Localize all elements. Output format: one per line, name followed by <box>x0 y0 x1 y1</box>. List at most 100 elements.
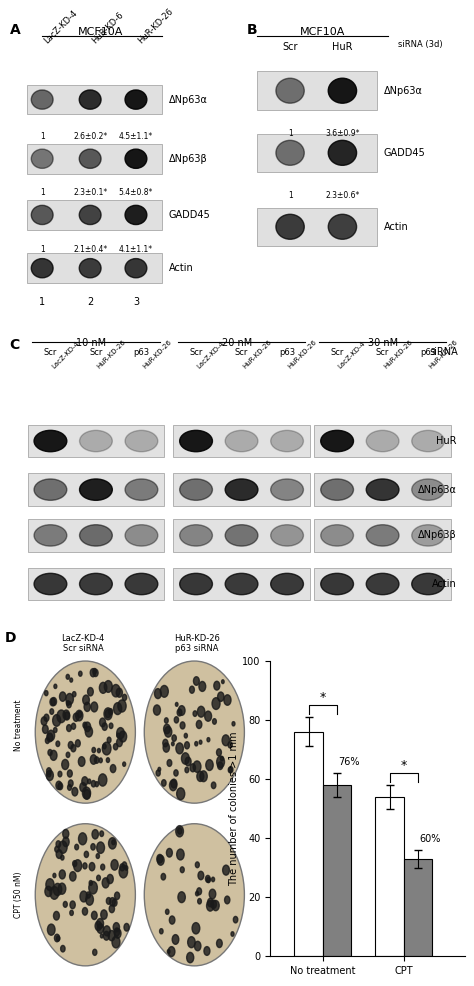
Text: 2: 2 <box>87 297 93 307</box>
Circle shape <box>54 883 62 895</box>
Circle shape <box>168 947 175 956</box>
Text: 10 nM: 10 nM <box>76 338 107 348</box>
Circle shape <box>63 837 69 847</box>
Circle shape <box>171 779 177 788</box>
Circle shape <box>66 752 70 757</box>
Circle shape <box>88 687 93 696</box>
Circle shape <box>109 905 115 913</box>
Text: Actin: Actin <box>432 579 456 589</box>
Circle shape <box>88 779 91 784</box>
Circle shape <box>167 759 172 766</box>
Circle shape <box>50 709 54 714</box>
Circle shape <box>97 924 104 934</box>
Text: 1: 1 <box>288 129 292 138</box>
Circle shape <box>157 855 164 866</box>
Ellipse shape <box>366 479 399 500</box>
Ellipse shape <box>31 205 53 225</box>
Text: GADD45: GADD45 <box>384 148 426 158</box>
Circle shape <box>75 740 80 747</box>
Circle shape <box>83 863 87 869</box>
Circle shape <box>72 788 78 796</box>
Circle shape <box>211 878 215 881</box>
Circle shape <box>86 892 91 898</box>
Ellipse shape <box>276 78 304 104</box>
Circle shape <box>97 876 100 880</box>
Bar <box>27 144 162 174</box>
Circle shape <box>63 901 67 907</box>
Text: 3: 3 <box>133 297 139 307</box>
Text: 76%: 76% <box>338 757 360 767</box>
Circle shape <box>82 907 88 915</box>
Text: 60%: 60% <box>419 834 441 844</box>
Circle shape <box>198 872 204 880</box>
Circle shape <box>100 831 104 836</box>
Ellipse shape <box>125 525 158 546</box>
Circle shape <box>170 780 177 791</box>
Bar <box>257 208 377 246</box>
Circle shape <box>174 770 178 776</box>
Circle shape <box>113 923 119 932</box>
Text: MCF10A: MCF10A <box>78 27 124 37</box>
Text: B: B <box>246 23 257 36</box>
Circle shape <box>164 727 172 738</box>
Text: p63: p63 <box>279 348 295 357</box>
Circle shape <box>100 934 103 938</box>
Circle shape <box>106 897 111 904</box>
Circle shape <box>102 723 107 731</box>
Circle shape <box>82 777 88 786</box>
Ellipse shape <box>31 90 53 109</box>
Circle shape <box>124 924 129 931</box>
Circle shape <box>205 876 210 882</box>
Circle shape <box>92 829 99 839</box>
Text: HuR-KD-26: HuR-KD-26 <box>136 7 175 45</box>
Circle shape <box>82 695 90 705</box>
Bar <box>27 200 162 230</box>
Bar <box>173 473 310 506</box>
Circle shape <box>116 688 122 697</box>
Circle shape <box>178 891 185 902</box>
Circle shape <box>66 674 70 679</box>
Ellipse shape <box>125 479 158 500</box>
Circle shape <box>164 724 170 734</box>
Bar <box>404 859 432 956</box>
Text: ΔNp63β: ΔNp63β <box>418 530 456 540</box>
Circle shape <box>112 840 115 845</box>
Circle shape <box>185 757 191 766</box>
Circle shape <box>68 780 73 787</box>
Text: HuR-KD-26: HuR-KD-26 <box>96 338 127 370</box>
Ellipse shape <box>31 149 53 169</box>
Bar <box>27 519 164 552</box>
Text: Actin: Actin <box>384 222 409 232</box>
Text: HuR-KD-26: HuR-KD-26 <box>242 338 273 370</box>
Text: 4.1±1.1*: 4.1±1.1* <box>119 245 153 253</box>
Ellipse shape <box>35 823 136 966</box>
Circle shape <box>43 725 48 734</box>
Circle shape <box>224 695 231 705</box>
Circle shape <box>60 692 66 701</box>
Text: 5.4±0.8*: 5.4±0.8* <box>119 188 153 197</box>
Circle shape <box>44 714 49 722</box>
Text: p63: p63 <box>133 348 149 357</box>
Circle shape <box>217 756 225 768</box>
Circle shape <box>156 770 160 776</box>
Circle shape <box>102 742 111 755</box>
Circle shape <box>47 771 51 777</box>
Ellipse shape <box>366 430 399 452</box>
Circle shape <box>223 865 229 876</box>
Circle shape <box>163 742 169 752</box>
Circle shape <box>228 741 232 748</box>
Circle shape <box>211 782 216 789</box>
Circle shape <box>50 698 55 706</box>
Circle shape <box>56 936 60 941</box>
Text: ΔNp63α: ΔNp63α <box>169 95 208 105</box>
Ellipse shape <box>225 525 258 546</box>
Circle shape <box>182 752 189 764</box>
Ellipse shape <box>271 525 303 546</box>
Ellipse shape <box>144 823 245 966</box>
Bar <box>173 519 310 552</box>
Circle shape <box>91 702 98 712</box>
Text: GADD45: GADD45 <box>169 210 210 220</box>
Ellipse shape <box>79 90 101 109</box>
Ellipse shape <box>80 525 112 546</box>
Circle shape <box>78 712 82 718</box>
